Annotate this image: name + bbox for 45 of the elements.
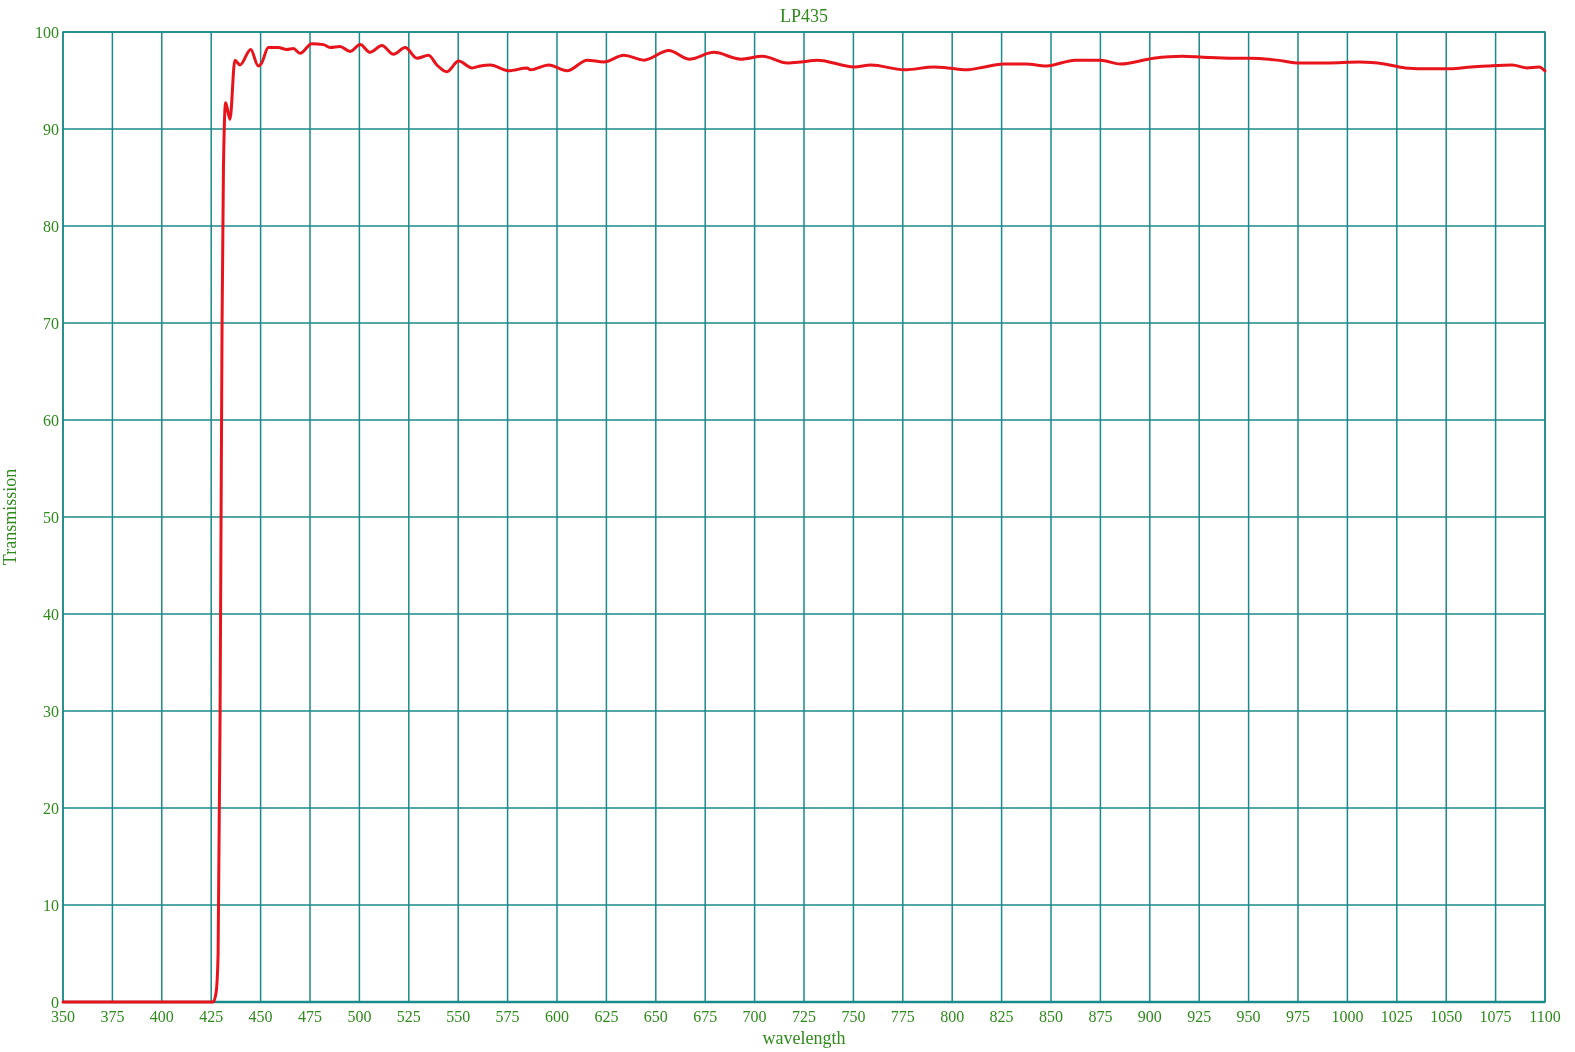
x-tick-label: 1025 <box>1380 1008 1413 1025</box>
x-tick-label: 650 <box>643 1008 668 1025</box>
x-tick-label: 1100 <box>1529 1008 1561 1025</box>
x-tick-label: 500 <box>347 1008 372 1025</box>
x-tick-label: 550 <box>446 1008 471 1025</box>
x-tick-label: 825 <box>989 1008 1014 1025</box>
x-tick-label: 1075 <box>1479 1008 1512 1025</box>
y-tick-label: 60 <box>43 411 59 429</box>
y-tick-label: 0 <box>51 993 59 1011</box>
x-tick-label: 800 <box>940 1008 965 1025</box>
y-tick-label: 30 <box>43 702 59 720</box>
x-tick-label: 525 <box>396 1008 421 1025</box>
y-tick-label: 20 <box>43 799 59 817</box>
y-tick-label: 40 <box>43 605 59 623</box>
x-tick-label: 925 <box>1187 1008 1212 1025</box>
y-tick-label: 10 <box>43 896 59 914</box>
x-tick-label: 775 <box>890 1008 915 1025</box>
chart-title: LP435 <box>779 6 829 26</box>
x-tick-label: 875 <box>1088 1008 1113 1025</box>
x-tick-label: 850 <box>1039 1008 1063 1025</box>
x-tick-label: 725 <box>792 1008 816 1025</box>
x-tick-label: 700 <box>742 1008 767 1025</box>
x-tick-label: 575 <box>495 1008 520 1025</box>
x-tick-label: 950 <box>1236 1008 1261 1025</box>
x-axis-title: wavelength <box>762 1028 846 1048</box>
x-tick-label: 350 <box>51 1008 75 1025</box>
x-tick-label: 450 <box>248 1008 273 1025</box>
x-tick-label: 600 <box>545 1008 569 1025</box>
y-tick-label: 80 <box>43 217 59 235</box>
x-tick-label: 400 <box>149 1008 174 1025</box>
y-tick-label: 50 <box>43 508 59 526</box>
y-tick-label: 100 <box>35 23 59 41</box>
y-tick-label: 90 <box>43 120 59 138</box>
x-tick-label: 750 <box>841 1008 866 1025</box>
x-tick-label: 625 <box>594 1008 619 1025</box>
x-tick-label: 375 <box>100 1008 125 1025</box>
x-tick-label: 425 <box>199 1008 224 1025</box>
x-tick-label: 675 <box>693 1008 718 1025</box>
x-tick-label: 900 <box>1137 1008 1162 1025</box>
y-tick-label: 70 <box>43 314 59 332</box>
y-axis-title: Transmission <box>0 468 20 566</box>
x-tick-label: 975 <box>1286 1008 1310 1025</box>
x-tick-label: 1000 <box>1331 1008 1364 1025</box>
x-tick-label: 1050 <box>1430 1008 1463 1025</box>
x-tick-label: 475 <box>298 1008 322 1025</box>
